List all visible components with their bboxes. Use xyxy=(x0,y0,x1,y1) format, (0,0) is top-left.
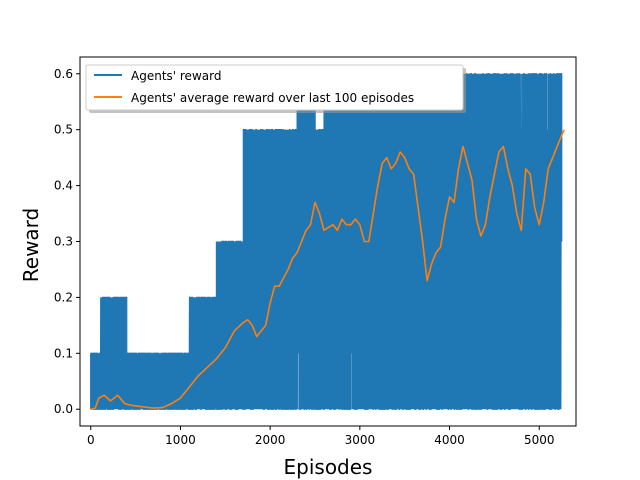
legend: Agents' reward Agents' average reward ov… xyxy=(85,64,466,113)
series-average-reward-line xyxy=(90,129,566,411)
legend-box xyxy=(85,64,464,111)
y-axis-label: Reward xyxy=(19,208,43,282)
y-tick-label: 0.4 xyxy=(54,179,73,193)
x-tick-label: 0 xyxy=(87,433,95,447)
y-tick-label: 0.1 xyxy=(54,346,73,360)
x-tick-label: 4000 xyxy=(434,433,465,447)
x-axis: 0 1000 2000 3000 4000 5000 xyxy=(87,426,555,447)
x-tick-label: 5000 xyxy=(524,433,555,447)
x-tick-label: 3000 xyxy=(345,433,376,447)
x-tick-label: 2000 xyxy=(255,433,286,447)
y-tick-label: 0.5 xyxy=(54,123,73,137)
x-tick-label: 1000 xyxy=(165,433,196,447)
series-agents-reward-line xyxy=(90,73,563,410)
legend-label-reward: Agents' reward xyxy=(131,69,221,83)
y-tick-label: 0.3 xyxy=(54,235,73,249)
legend-label-average: Agents' average reward over last 100 epi… xyxy=(131,91,414,105)
series-layer xyxy=(90,73,566,411)
y-axis: 0.0 0.1 0.2 0.3 0.4 0.5 0.6 xyxy=(54,67,80,416)
y-tick-label: 0.6 xyxy=(54,67,73,81)
y-tick-label: 0.2 xyxy=(54,290,73,304)
x-axis-label: Episodes xyxy=(284,455,373,479)
y-tick-label: 0.0 xyxy=(54,402,73,416)
